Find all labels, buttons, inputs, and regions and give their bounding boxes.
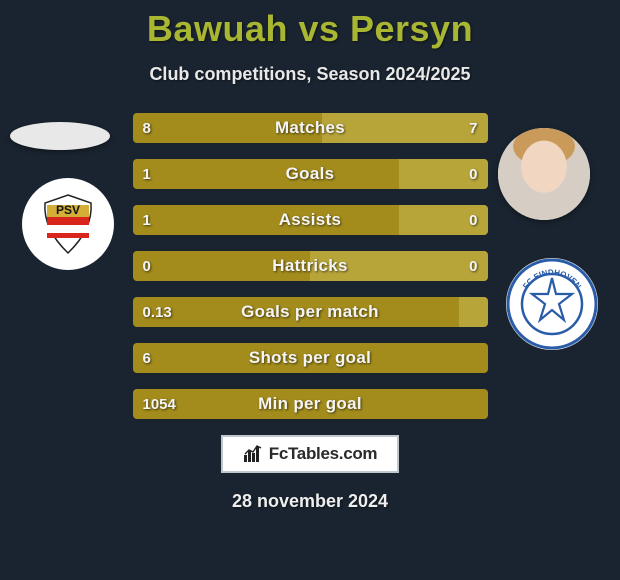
stat-row: Goals10: [133, 159, 488, 189]
brand-text: FcTables.com: [269, 444, 378, 464]
club-badge-right: FC EINDHOVEN: [506, 258, 598, 350]
psv-crest-icon: PSV: [33, 189, 103, 259]
stat-seg-right: [322, 113, 488, 143]
stat-seg-left: [133, 205, 399, 235]
stat-seg-left: [133, 159, 399, 189]
club-badge-left: PSV: [22, 178, 114, 270]
stat-row: Assists10: [133, 205, 488, 235]
stat-seg-right: [399, 159, 488, 189]
stat-seg-left: [133, 389, 488, 419]
footer-date: 28 november 2024: [0, 491, 620, 512]
player2-avatar: [498, 128, 590, 220]
page-title: Bawuah vs Persyn: [0, 0, 620, 50]
stats-bars: Matches87 Goals10 Assists10 Hattricks00 Goal…: [133, 113, 488, 419]
stat-seg-left: [133, 343, 488, 373]
stat-row: Hattricks00: [133, 251, 488, 281]
player1-avatar: [10, 122, 110, 150]
stat-seg-right: [399, 205, 488, 235]
player2-face-icon: [498, 128, 590, 220]
brand-badge: FcTables.com: [221, 435, 399, 473]
stat-row: Shots per goal6: [133, 343, 488, 373]
stat-row: Matches87: [133, 113, 488, 143]
subtitle: Club competitions, Season 2024/2025: [0, 64, 620, 85]
bars-icon: [243, 445, 263, 463]
stat-seg-right: [459, 297, 487, 327]
stat-seg-right: [310, 251, 488, 281]
fceindhoven-crest-icon: FC EINDHOVEN: [506, 258, 598, 350]
stat-row: Goals per match0.13: [133, 297, 488, 327]
stat-seg-left: [133, 113, 322, 143]
stat-seg-left: [133, 297, 460, 327]
stat-row: Min per goal1054: [133, 389, 488, 419]
stat-seg-left: [133, 251, 311, 281]
psv-label: PSV: [56, 203, 80, 217]
